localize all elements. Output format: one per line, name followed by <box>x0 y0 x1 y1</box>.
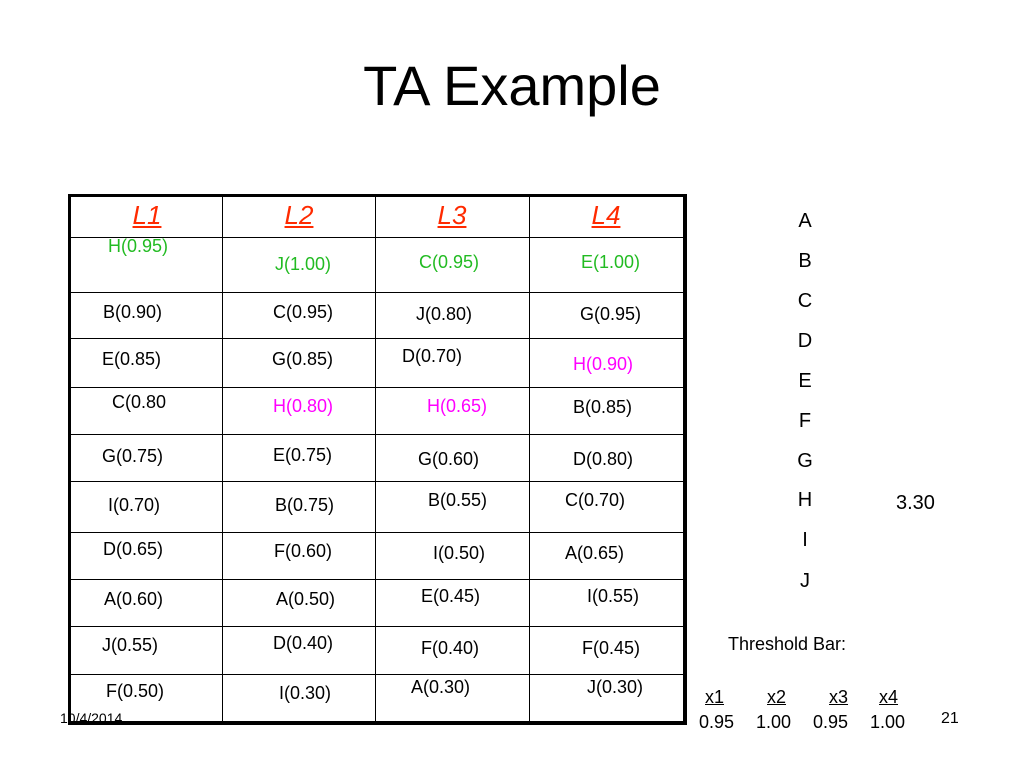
object-letter-e: E <box>798 370 812 392</box>
cell-r4-c2: G(0.60) <box>418 449 480 469</box>
cell-r7-c3: I(0.55) <box>587 586 640 606</box>
cell-r1-c2: J(0.80) <box>416 304 473 324</box>
cell-r2-c2: D(0.70) <box>402 346 463 366</box>
threshold-x4-value: 1.00 <box>870 712 906 732</box>
cell-r9-c3: J(0.30) <box>587 677 644 697</box>
page-number: 21 <box>941 710 959 727</box>
cell-r6-c0: D(0.65) <box>103 539 164 559</box>
col-divider <box>529 194 530 721</box>
object-letter-b: B <box>798 250 812 272</box>
cell-r8-c1: D(0.40) <box>273 633 334 653</box>
footer-date: 10/4/2014 <box>60 710 123 726</box>
cell-r2-c0: E(0.85) <box>102 349 162 369</box>
cell-r0-c3: E(1.00) <box>581 252 641 272</box>
cell-r4-c3: D(0.80) <box>573 449 634 469</box>
cell-r9-c0: F(0.50) <box>106 681 165 701</box>
threshold-x2-value: 1.00 <box>756 712 792 732</box>
header-l1: L1 <box>132 200 162 230</box>
threshold-x4-label: x4 <box>879 687 899 707</box>
cell-r6-c1: F(0.60) <box>274 541 333 561</box>
slide-title: TA Example <box>363 54 661 117</box>
object-letter-h: H <box>797 489 813 511</box>
cell-r6-c3: A(0.65) <box>565 543 625 563</box>
table-border <box>68 194 687 725</box>
threshold-x2-label: x2 <box>767 687 787 707</box>
object-letter-f: F <box>798 410 812 432</box>
cell-r5-c1: B(0.75) <box>275 495 335 515</box>
object-letter-g: G <box>797 450 813 472</box>
object-letter-a: A <box>798 210 812 232</box>
cell-r7-c1: A(0.50) <box>276 589 336 609</box>
cell-r9-c2: A(0.30) <box>411 677 471 697</box>
cell-r1-c0: B(0.90) <box>103 302 163 322</box>
header-l3: L3 <box>437 200 467 230</box>
cell-r3-c2: H(0.65) <box>427 396 488 416</box>
object-letter-j: J <box>800 570 810 592</box>
cell-r5-c3: C(0.70) <box>565 490 626 510</box>
cell-r0-c1: J(1.00) <box>275 254 332 274</box>
object-letter-d: D <box>797 330 813 352</box>
threshold-x1-value: 0.95 <box>699 712 735 732</box>
cell-r3-c1: H(0.80) <box>273 396 334 416</box>
cell-r7-c0: A(0.60) <box>104 589 164 609</box>
col-divider <box>375 194 376 721</box>
cell-r8-c2: F(0.40) <box>421 638 480 658</box>
object-letter-c: C <box>797 290 813 312</box>
cell-r8-c0: J(0.55) <box>102 635 159 655</box>
cell-r4-c0: G(0.75) <box>102 446 164 466</box>
cell-r4-c1: E(0.75) <box>273 445 333 465</box>
cell-r0-c0: H(0.95) <box>108 236 169 256</box>
header-l2: L2 <box>284 200 314 230</box>
threshold-x1-label: x1 <box>705 687 725 707</box>
cell-r6-c2: I(0.50) <box>433 543 486 563</box>
cell-r5-c0: I(0.70) <box>108 495 161 515</box>
cell-r3-c0: C(0.80 <box>112 392 167 412</box>
cell-r1-c1: C(0.95) <box>273 302 334 322</box>
cell-r5-c2: B(0.55) <box>428 490 488 510</box>
object-letter-i: I <box>802 529 808 551</box>
cell-r8-c3: F(0.45) <box>582 638 641 658</box>
h-score: 3.30 <box>896 492 935 514</box>
cell-r0-c2: C(0.95) <box>419 252 480 272</box>
cell-r7-c2: E(0.45) <box>421 586 481 606</box>
cell-r2-c1: G(0.85) <box>272 349 334 369</box>
cell-r3-c3: B(0.85) <box>573 397 633 417</box>
cell-r1-c3: G(0.95) <box>580 304 642 324</box>
threshold-x3-value: 0.95 <box>813 712 849 732</box>
threshold-label: Threshold Bar: <box>728 634 847 654</box>
col-divider <box>222 194 223 721</box>
header-l4: L4 <box>591 200 621 230</box>
cell-r2-c3: H(0.90) <box>573 354 634 374</box>
cell-r9-c1: I(0.30) <box>279 683 332 703</box>
threshold-x3-label: x3 <box>829 687 849 707</box>
